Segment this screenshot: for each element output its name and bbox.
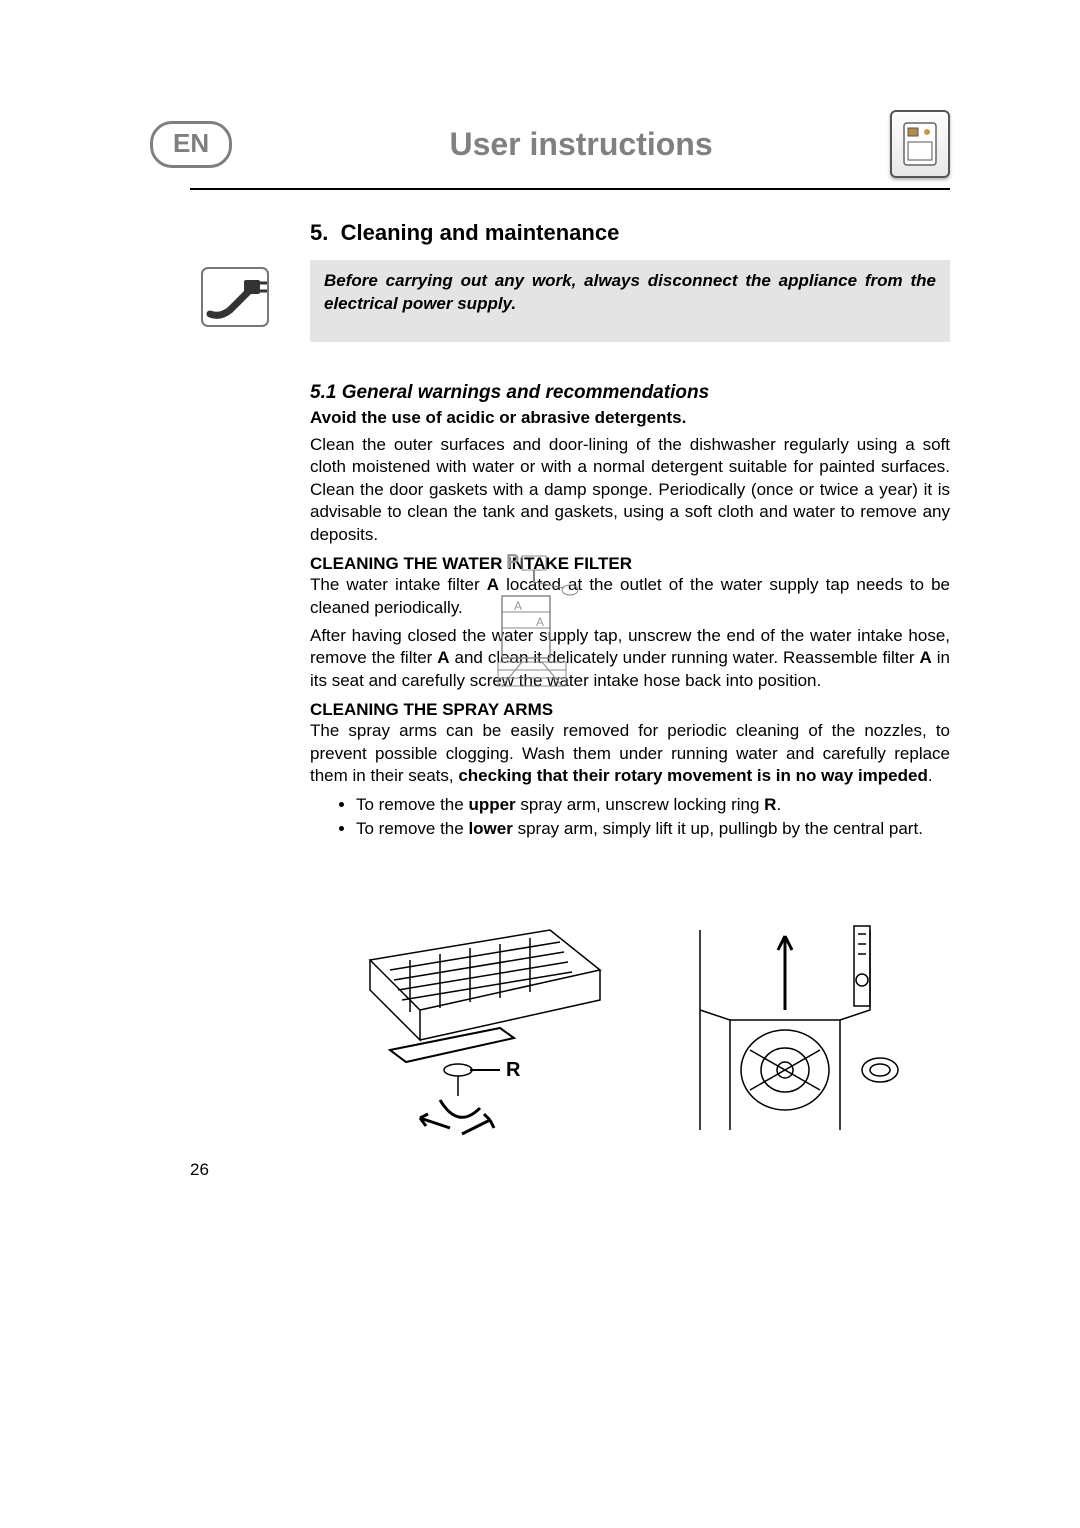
letter-a: A: [437, 648, 449, 667]
text: .: [776, 795, 781, 814]
header-title: User instructions: [272, 126, 890, 163]
letter-a: A: [920, 648, 932, 667]
bold-text: upper: [468, 795, 515, 814]
chapter-heading: 5. Cleaning and maintenance: [310, 220, 950, 246]
text: spray arm, unscrew locking ring: [516, 795, 764, 814]
text: To remove the: [356, 819, 468, 838]
avoid-line: Avoid the use of acidic or abrasive dete…: [310, 408, 950, 428]
bold-text: lower: [468, 819, 512, 838]
language-badge: EN: [150, 121, 232, 168]
page-number: 26: [190, 1160, 209, 1180]
bullet-upper: To remove the upper spray arm, unscrew l…: [356, 794, 950, 816]
spray-bullets: To remove the upper spray arm, unscrew l…: [310, 794, 950, 841]
header-rule: [190, 188, 950, 190]
brand-icon: [890, 110, 950, 178]
filter-para-1: The water intake filter A located at the…: [310, 574, 950, 619]
spray-heading: CLEANING THE SPRAY ARMS: [310, 700, 950, 720]
figures-row: R: [310, 920, 950, 1145]
bold-text: checking that their rotary movement is i…: [458, 766, 928, 785]
spray-para: The spray arms can be easily removed for…: [310, 720, 950, 787]
lower-arm-figure: [690, 920, 910, 1145]
text: spray arm, simply lift it up, pullingb b…: [513, 819, 923, 838]
letter-r: R: [764, 795, 776, 814]
page-header: EN User instructions: [190, 110, 950, 178]
svg-text:R: R: [506, 1059, 521, 1081]
plug-icon: [200, 266, 270, 328]
section-number: 5.1: [310, 382, 336, 403]
bullet-lower: To remove the lower spray arm, simply li…: [356, 818, 950, 840]
svg-text:P: P: [506, 552, 519, 573]
chapter-number: 5.: [310, 220, 328, 245]
svg-text:A: A: [514, 599, 522, 613]
filter-heading: CLEANING THE WATER INTAKE FILTER: [310, 554, 950, 574]
chapter-title: Cleaning and maintenance: [341, 220, 620, 245]
svg-text:A: A: [536, 615, 544, 629]
section-title-text: General warnings and recommendations: [342, 382, 709, 403]
warning-box: Before carrying out any work, always dis…: [310, 260, 950, 342]
warning-text: Before carrying out any work, always dis…: [324, 271, 936, 313]
upper-arm-figure: R: [350, 920, 610, 1145]
general-paragraph: Clean the outer surfaces and door-lining…: [310, 434, 950, 546]
text: The water intake filter: [310, 575, 487, 594]
section-heading: 5.1 General warnings and recommendations: [310, 382, 950, 404]
tap-filter-figure: P A A: [492, 552, 604, 697]
filter-para-2: After having closed the water supply tap…: [310, 625, 950, 692]
text: To remove the: [356, 795, 468, 814]
